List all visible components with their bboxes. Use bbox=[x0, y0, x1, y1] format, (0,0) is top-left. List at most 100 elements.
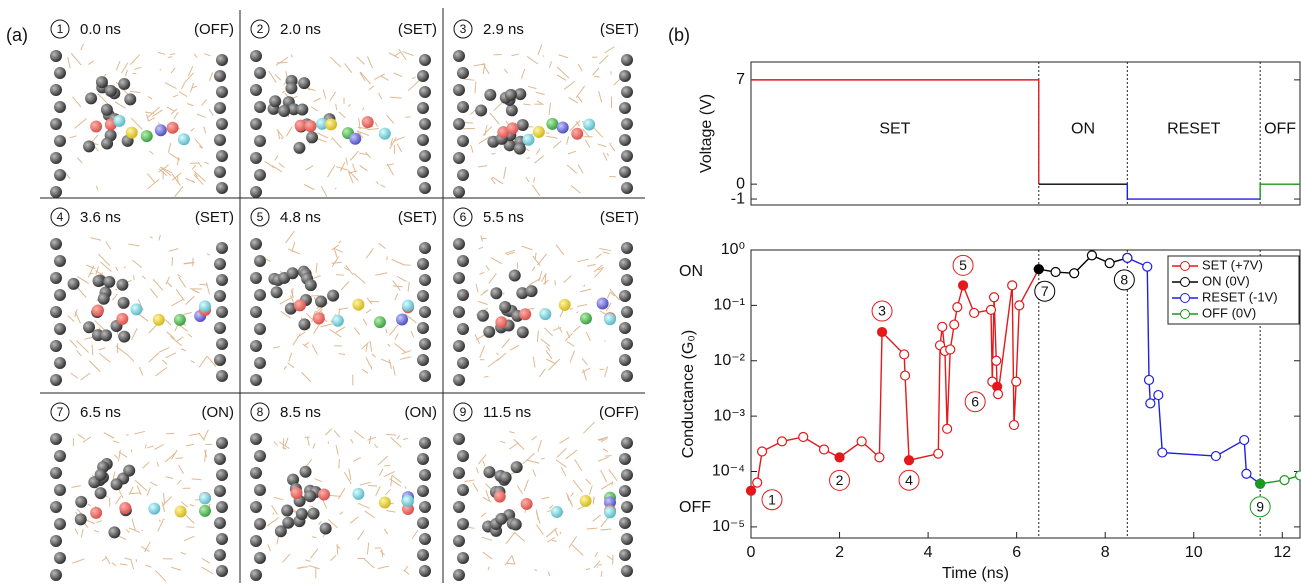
atom bbox=[619, 485, 631, 497]
y-tick-label: 10⁻⁵ bbox=[712, 518, 745, 535]
x-axis-label: Time (ns) bbox=[942, 565, 1009, 582]
frame-time: 0.0 ns bbox=[80, 21, 121, 38]
bond bbox=[482, 100, 483, 101]
bond bbox=[535, 569, 537, 570]
bond bbox=[483, 497, 492, 502]
marker bbox=[994, 390, 1003, 399]
bond bbox=[339, 354, 345, 355]
atom bbox=[315, 296, 327, 308]
bond bbox=[547, 537, 554, 542]
bond bbox=[360, 482, 371, 485]
atom bbox=[50, 501, 62, 513]
bond bbox=[168, 143, 170, 153]
bond bbox=[286, 126, 292, 136]
bond bbox=[368, 485, 377, 486]
bond bbox=[75, 118, 87, 128]
bond bbox=[537, 330, 538, 341]
bond bbox=[576, 86, 585, 98]
atom bbox=[533, 126, 545, 138]
atom bbox=[54, 552, 66, 564]
bond bbox=[206, 283, 209, 295]
atom bbox=[214, 354, 226, 366]
atom bbox=[90, 507, 102, 519]
atom bbox=[250, 238, 262, 250]
bond bbox=[393, 366, 395, 375]
bond bbox=[285, 438, 288, 446]
atom bbox=[453, 152, 465, 164]
atom bbox=[130, 303, 142, 315]
legend-label: ON (0V) bbox=[1202, 273, 1250, 288]
atom bbox=[457, 484, 469, 496]
bond bbox=[353, 273, 365, 283]
bond bbox=[375, 122, 378, 127]
bond bbox=[166, 477, 173, 479]
atom bbox=[113, 115, 125, 127]
bond bbox=[181, 552, 186, 554]
atom bbox=[216, 437, 228, 449]
marker bbox=[1145, 375, 1154, 384]
bond bbox=[272, 166, 282, 172]
bond bbox=[556, 245, 564, 255]
atom bbox=[621, 437, 633, 449]
frame-time: 11.5 ns bbox=[483, 404, 531, 421]
bond bbox=[145, 444, 146, 448]
atom bbox=[306, 131, 318, 143]
atom bbox=[619, 70, 631, 82]
atom bbox=[619, 166, 631, 178]
atom bbox=[453, 433, 465, 445]
bond bbox=[488, 359, 499, 367]
atom bbox=[294, 299, 306, 311]
bond bbox=[94, 530, 99, 532]
bond bbox=[593, 515, 601, 522]
bond bbox=[561, 467, 566, 476]
bond bbox=[156, 367, 167, 376]
atom bbox=[619, 134, 631, 146]
bond bbox=[465, 480, 475, 482]
bond bbox=[390, 97, 402, 98]
atom bbox=[54, 255, 66, 267]
atom bbox=[254, 101, 266, 113]
atom bbox=[571, 128, 583, 140]
atom bbox=[250, 84, 262, 96]
frame-number: 7 bbox=[57, 405, 64, 419]
atom bbox=[216, 533, 228, 545]
bond bbox=[306, 313, 312, 319]
bond bbox=[132, 328, 138, 339]
bond bbox=[147, 174, 154, 183]
marker bbox=[953, 303, 962, 312]
bond bbox=[570, 351, 574, 363]
bond bbox=[106, 242, 111, 250]
bond bbox=[597, 567, 598, 568]
atom bbox=[521, 498, 533, 510]
bond bbox=[385, 490, 390, 495]
bond bbox=[329, 495, 340, 496]
atom bbox=[495, 316, 507, 328]
legend-marker bbox=[1181, 262, 1190, 271]
bond bbox=[99, 353, 110, 362]
bond bbox=[277, 536, 279, 545]
atom bbox=[453, 306, 465, 318]
marker-filled bbox=[1034, 265, 1043, 274]
bond bbox=[337, 544, 338, 555]
bond bbox=[538, 254, 547, 265]
atom bbox=[621, 54, 633, 66]
bond bbox=[543, 280, 548, 284]
bond bbox=[601, 571, 602, 577]
atom bbox=[621, 533, 633, 545]
atom bbox=[453, 84, 465, 96]
bond bbox=[532, 185, 540, 196]
bond bbox=[162, 360, 167, 364]
atom bbox=[199, 300, 211, 312]
bond bbox=[366, 357, 371, 367]
bond bbox=[142, 276, 146, 279]
atom bbox=[90, 120, 102, 132]
bond bbox=[81, 373, 91, 380]
atom bbox=[419, 54, 431, 66]
bond bbox=[580, 289, 591, 292]
atom bbox=[419, 370, 431, 382]
atom bbox=[250, 186, 262, 198]
bond bbox=[583, 422, 594, 433]
atom bbox=[216, 370, 228, 382]
bond bbox=[339, 241, 342, 243]
atom bbox=[417, 517, 429, 529]
